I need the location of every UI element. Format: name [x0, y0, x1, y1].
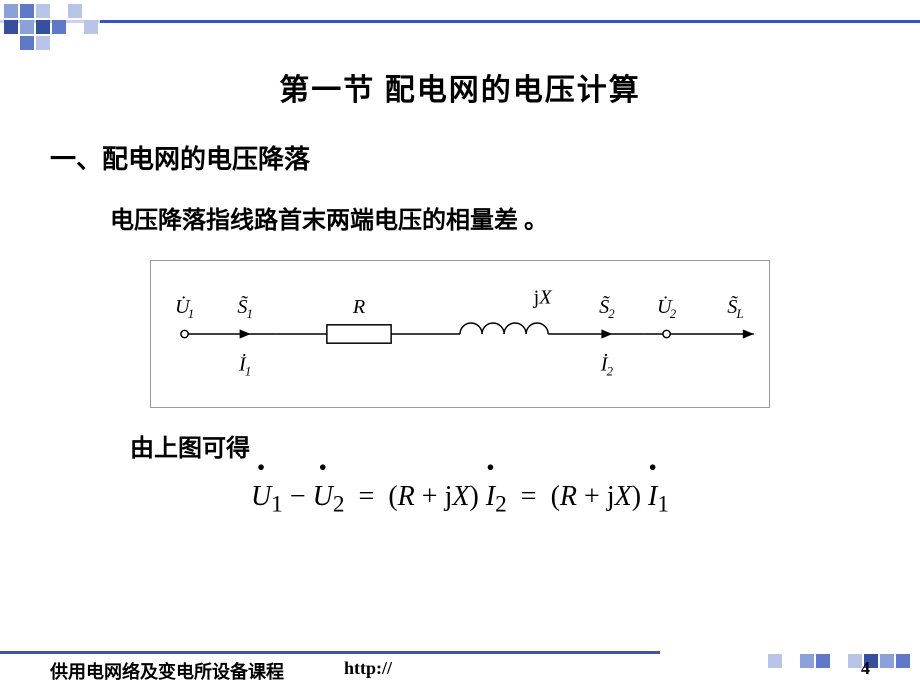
eq-I1: I [648, 481, 657, 512]
label-S2: S̃2 [599, 294, 615, 320]
label-U1: U̇1 [175, 295, 194, 321]
decor-bar-top [100, 20, 920, 23]
decor-squares-top [4, 4, 98, 50]
footer-course: 供用电网络及变电所设备课程 [50, 658, 284, 684]
equation: U1 − U2 = (R + jX) I2 = (R + jX) I1 [50, 481, 870, 519]
slide-content: 第一节 配电网的电压计算 一、配电网的电压降落 电压降落指线路首末两端电压的相量… [0, 55, 920, 645]
footer: 供用电网络及变电所设备课程 http:// 4 [50, 658, 870, 684]
label-I1: İ1 [238, 353, 251, 379]
section-title: 第一节 配电网的电压计算 [50, 65, 870, 109]
eq-I2: I [486, 481, 495, 512]
eq-X1: X [452, 481, 469, 512]
page-number: 4 [861, 658, 870, 684]
body-text: 电压降落指线路首末两端电压的相量差 。 [110, 200, 870, 235]
eq-R1: R [398, 481, 415, 512]
eq-R2: R [560, 481, 577, 512]
eq-open2: ( [551, 481, 560, 512]
eq-plus1: + [422, 481, 438, 512]
eq-equals2: = [521, 481, 537, 512]
label-jX: jX [533, 287, 553, 309]
circuit-diagram: U̇1 S̃1 İ1 R jX S̃2 İ2 U̇2 S̃L [150, 260, 770, 408]
label-S1: S̃1 [237, 294, 253, 320]
eq-close1: ) [469, 481, 478, 512]
eq-j2: j [607, 481, 615, 512]
label-I2: İ2 [600, 353, 614, 379]
label-SL: S̃L [727, 294, 743, 320]
eq-I1-sub: 1 [657, 492, 669, 518]
eq-plus2: + [584, 481, 600, 512]
eq-equals: = [359, 481, 375, 512]
label-U2: U̇2 [657, 295, 677, 321]
circuit-svg: U̇1 S̃1 İ1 R jX S̃2 İ2 U̇2 S̃L [157, 269, 763, 399]
eq-U2: U [313, 481, 333, 512]
eq-U1-sub: 1 [271, 492, 283, 518]
subheading: 一、配电网的电压降落 [50, 139, 870, 176]
footer-url: http:// [344, 658, 392, 684]
eq-close2: ) [632, 481, 641, 512]
result-note: 由上图可得 [130, 428, 870, 463]
decor-bar-bottom [0, 651, 660, 654]
eq-U2-sub: 2 [333, 492, 345, 518]
eq-open1: ( [388, 481, 397, 512]
eq-I2-sub: 2 [495, 492, 507, 518]
eq-U1: U [251, 481, 271, 512]
slide-bottom-decor: 供用电网络及变电所设备课程 http:// 4 [0, 645, 920, 690]
eq-X2: X [615, 481, 632, 512]
label-R: R [352, 296, 365, 318]
eq-minus: − [290, 481, 306, 512]
